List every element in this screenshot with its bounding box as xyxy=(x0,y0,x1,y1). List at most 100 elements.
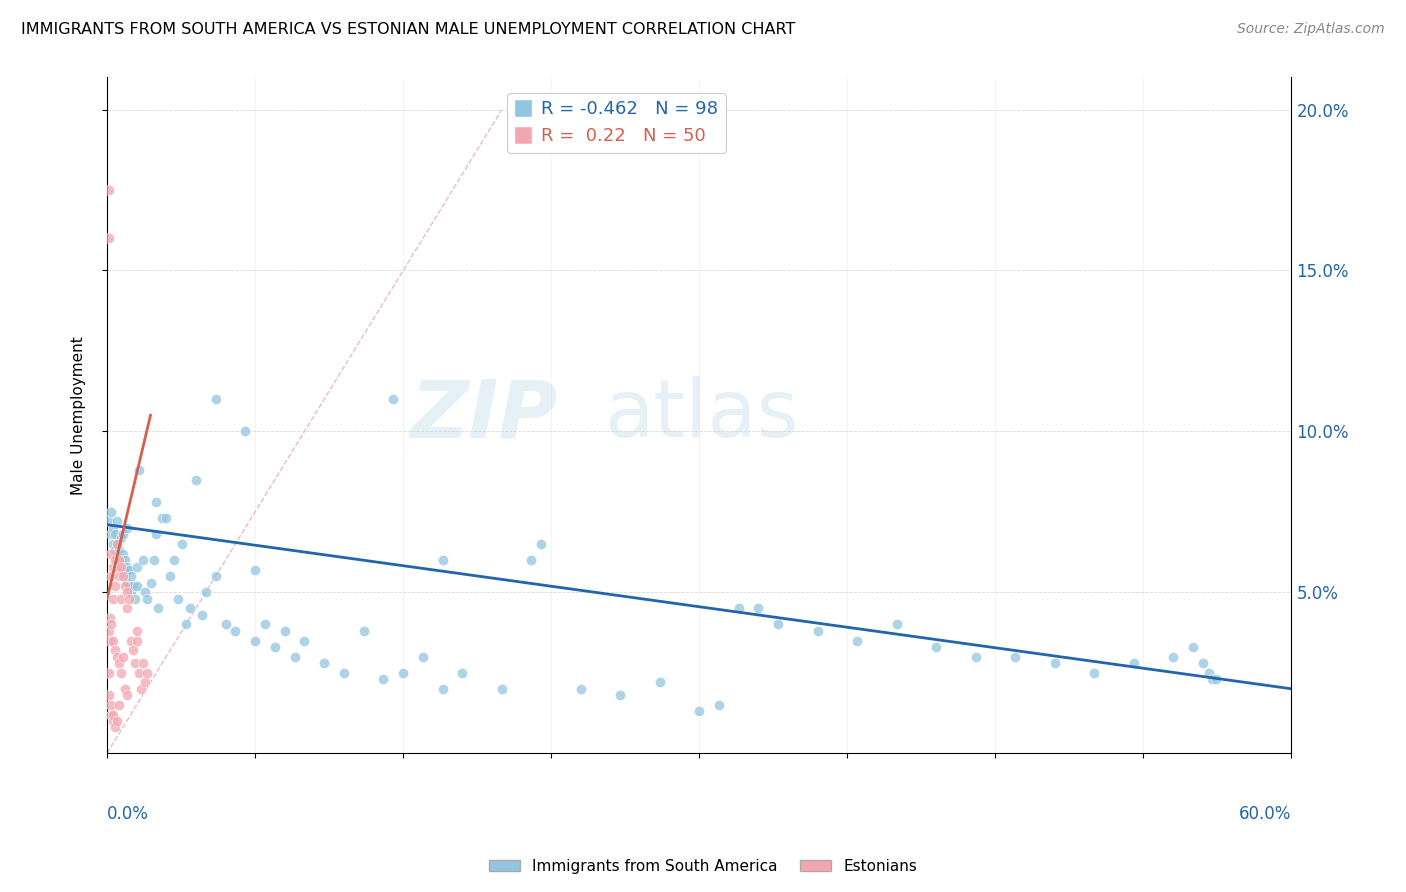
Point xyxy=(115,601,138,615)
Point xyxy=(135,591,157,606)
Point xyxy=(105,553,128,567)
Point xyxy=(727,601,749,615)
Point xyxy=(100,505,122,519)
Point xyxy=(274,624,297,638)
Point xyxy=(243,633,266,648)
Point xyxy=(886,617,908,632)
Point xyxy=(101,537,124,551)
Point xyxy=(125,624,148,638)
Point xyxy=(1161,649,1184,664)
Point xyxy=(131,553,153,567)
Point xyxy=(115,585,138,599)
Point xyxy=(167,591,190,606)
Point xyxy=(125,559,148,574)
Point xyxy=(125,579,148,593)
Text: atlas: atlas xyxy=(605,376,799,454)
Point xyxy=(253,617,276,632)
Point xyxy=(104,543,127,558)
Point xyxy=(111,569,134,583)
Point xyxy=(121,643,143,657)
Point xyxy=(111,563,134,577)
Point xyxy=(194,585,217,599)
Point xyxy=(98,624,121,638)
Point xyxy=(101,714,124,728)
Point xyxy=(925,640,948,654)
Point xyxy=(204,392,226,407)
Point xyxy=(120,633,142,648)
Point xyxy=(114,579,136,593)
Point xyxy=(129,681,152,696)
Point xyxy=(110,591,132,606)
Point xyxy=(145,495,167,509)
Point xyxy=(104,527,127,541)
Point xyxy=(333,665,356,680)
Point xyxy=(143,553,166,567)
Point xyxy=(373,672,395,686)
Point xyxy=(115,575,138,590)
Point xyxy=(108,656,131,670)
Point xyxy=(108,543,131,558)
Point xyxy=(648,675,671,690)
Point xyxy=(569,681,592,696)
Text: 60.0%: 60.0% xyxy=(1239,805,1292,822)
Point xyxy=(233,425,256,439)
Legend: R = -0.462   N = 98, R =  0.22   N = 50: R = -0.462 N = 98, R = 0.22 N = 50 xyxy=(508,94,725,153)
Text: IMMIGRANTS FROM SOUTH AMERICA VS ESTONIAN MALE UNEMPLOYMENT CORRELATION CHART: IMMIGRANTS FROM SOUTH AMERICA VS ESTONIA… xyxy=(21,22,796,37)
Point xyxy=(101,591,124,606)
Point xyxy=(100,527,122,541)
Point xyxy=(104,643,127,657)
Point xyxy=(965,649,987,664)
Point xyxy=(530,537,553,551)
Point xyxy=(120,569,142,583)
Point xyxy=(412,649,434,664)
Point xyxy=(1181,640,1204,654)
Legend: Immigrants from South America, Estonians: Immigrants from South America, Estonians xyxy=(484,853,922,880)
Point xyxy=(128,665,150,680)
Point xyxy=(121,579,143,593)
Point xyxy=(98,633,121,648)
Point xyxy=(191,607,214,622)
Point xyxy=(98,665,121,680)
Point xyxy=(382,392,405,407)
Point xyxy=(111,527,134,541)
Point xyxy=(204,569,226,583)
Point xyxy=(432,553,454,567)
Point xyxy=(314,656,336,670)
Point xyxy=(104,579,127,593)
Point xyxy=(150,511,173,525)
Point xyxy=(111,649,134,664)
Point xyxy=(1205,672,1227,686)
Point xyxy=(1043,656,1066,670)
Point xyxy=(134,675,156,690)
Point xyxy=(159,569,181,583)
Point xyxy=(105,714,128,728)
Point xyxy=(114,569,136,583)
Point xyxy=(118,591,141,606)
Point xyxy=(131,656,153,670)
Point xyxy=(100,547,122,561)
Text: ZIP: ZIP xyxy=(409,376,557,454)
Point xyxy=(491,681,513,696)
Point xyxy=(807,624,830,638)
Text: Source: ZipAtlas.com: Source: ZipAtlas.com xyxy=(1237,22,1385,37)
Point xyxy=(747,601,769,615)
Point xyxy=(688,704,710,718)
Point xyxy=(105,649,128,664)
Point xyxy=(101,633,124,648)
Point xyxy=(124,656,146,670)
Point xyxy=(148,601,170,615)
Text: 0.0%: 0.0% xyxy=(107,805,149,822)
Point xyxy=(184,473,207,487)
Point xyxy=(263,640,285,654)
Point xyxy=(98,231,121,245)
Point xyxy=(114,681,136,696)
Point xyxy=(520,553,543,567)
Point xyxy=(135,665,157,680)
Point xyxy=(101,707,124,722)
Point xyxy=(98,688,121,702)
Point xyxy=(1122,656,1144,670)
Point xyxy=(214,617,236,632)
Point xyxy=(108,698,131,712)
Point xyxy=(451,665,474,680)
Point xyxy=(101,521,124,535)
